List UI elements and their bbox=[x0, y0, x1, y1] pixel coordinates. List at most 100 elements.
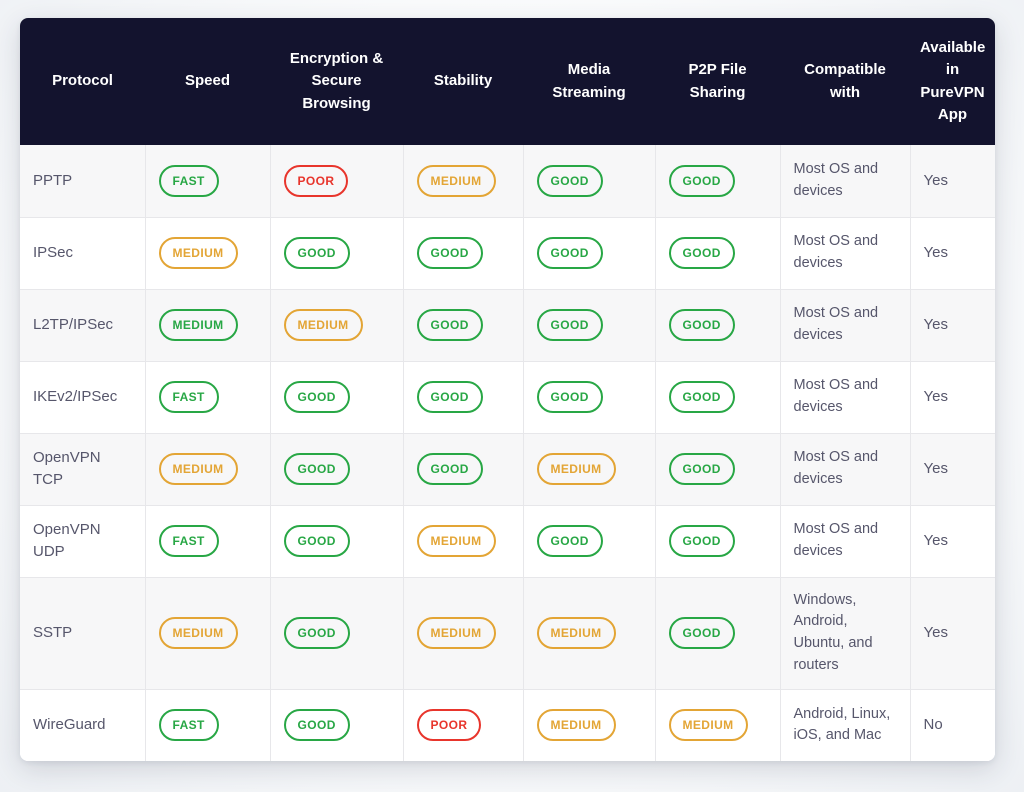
cell-media: MEDIUM bbox=[522, 688, 655, 761]
rating-badge: MEDIUM bbox=[158, 237, 238, 269]
table-row: L2TP/IPSec MEDIUM MEDIUM GOOD GOOD GOOD Most O… bbox=[20, 288, 995, 361]
cell-compatible: Android, Linux, iOS, and Mac bbox=[779, 688, 910, 761]
cell-media: MEDIUM bbox=[522, 576, 655, 689]
protocol-comparison-table: Protocol Speed Encryption & Secure Browsin… bbox=[20, 18, 995, 761]
rating-badge: MEDIUM bbox=[416, 617, 496, 649]
table-row: WireGuard FAST GOOD POOR MEDIUM MEDIUM Android… bbox=[20, 688, 995, 761]
rating-badge: GOOD bbox=[416, 237, 483, 269]
rating-badge: MEDIUM bbox=[536, 617, 616, 649]
cell-protocol: PPTP bbox=[20, 145, 145, 217]
column-header-media: Media Streaming bbox=[523, 18, 655, 145]
cell-stability: MEDIUM bbox=[402, 145, 523, 217]
cell-p2p: GOOD bbox=[654, 216, 780, 289]
rating-badge: GOOD bbox=[536, 381, 603, 413]
cell-compatible: Most OS and devices bbox=[779, 504, 910, 577]
rating-badge: MEDIUM bbox=[158, 617, 238, 649]
rating-badge: GOOD bbox=[283, 617, 350, 649]
rating-badge: GOOD bbox=[416, 453, 483, 485]
rating-badge: POOR bbox=[416, 709, 482, 742]
table-row: IPSec MEDIUM GOOD GOOD GOOD GOOD Most OS and d… bbox=[20, 216, 995, 289]
rating-badge: GOOD bbox=[536, 164, 603, 197]
cell-compatible: Most OS and devices bbox=[779, 360, 910, 433]
column-header-stability: Stability bbox=[403, 18, 523, 145]
cell-available: Yes bbox=[909, 504, 995, 577]
rating-badge: GOOD bbox=[668, 453, 735, 485]
cell-compatible: Most OS and devices bbox=[779, 216, 910, 289]
table-row: OpenVPN UDP FAST GOOD MEDIUM GOOD GOOD Most OS… bbox=[20, 504, 995, 577]
rating-badge: GOOD bbox=[283, 709, 350, 742]
rating-badge: GOOD bbox=[668, 617, 735, 649]
table-row: OpenVPN TCP MEDIUM GOOD GOOD MEDIUM GOOD Most … bbox=[20, 432, 995, 505]
rating-badge: GOOD bbox=[536, 525, 603, 557]
cell-stability: GOOD bbox=[402, 216, 523, 289]
table-row: SSTP MEDIUM GOOD MEDIUM MEDIUM GOOD Windows, A… bbox=[20, 576, 995, 689]
rating-badge: MEDIUM bbox=[536, 453, 616, 485]
cell-stability: MEDIUM bbox=[402, 504, 523, 577]
cell-encryption: GOOD bbox=[269, 360, 403, 433]
rating-badge: MEDIUM bbox=[416, 525, 496, 557]
column-header-p2p: P2P File Sharing bbox=[655, 18, 780, 145]
cell-encryption: GOOD bbox=[269, 576, 403, 689]
cell-protocol: IKEv2/IPSec bbox=[20, 360, 145, 433]
rating-badge: MEDIUM bbox=[668, 709, 748, 742]
cell-speed: MEDIUM bbox=[144, 288, 270, 361]
rating-badge: GOOD bbox=[536, 237, 603, 269]
cell-stability: GOOD bbox=[402, 360, 523, 433]
cell-available: Yes bbox=[909, 216, 995, 289]
table-row: IKEv2/IPSec FAST GOOD GOOD GOOD GOOD Most OS a… bbox=[20, 360, 995, 433]
cell-speed: MEDIUM bbox=[144, 576, 270, 689]
column-header-speed: Speed bbox=[145, 18, 270, 145]
cell-compatible: Most OS and devices bbox=[779, 145, 910, 217]
cell-speed: FAST bbox=[144, 504, 270, 577]
table-header: Protocol Speed Encryption & Secure Browsin… bbox=[20, 18, 995, 145]
cell-media: GOOD bbox=[522, 145, 655, 217]
cell-available: Yes bbox=[909, 432, 995, 505]
rating-badge: MEDIUM bbox=[416, 164, 496, 197]
cell-encryption: POOR bbox=[269, 145, 403, 217]
rating-badge: GOOD bbox=[283, 453, 350, 485]
cell-p2p: GOOD bbox=[654, 576, 780, 689]
cell-available: Yes bbox=[909, 360, 995, 433]
rating-badge: GOOD bbox=[416, 381, 483, 413]
comparison-table: Protocol Speed Encryption & Secure Browsin… bbox=[20, 18, 995, 761]
cell-protocol: OpenVPN TCP bbox=[20, 432, 145, 505]
rating-badge: MEDIUM bbox=[158, 453, 238, 485]
rating-badge: MEDIUM bbox=[536, 709, 616, 742]
cell-available: Yes bbox=[909, 145, 995, 217]
cell-compatible: Windows, Android, Ubuntu, and routers bbox=[779, 576, 910, 689]
cell-speed: MEDIUM bbox=[144, 216, 270, 289]
cell-speed: FAST bbox=[144, 360, 270, 433]
rating-badge: GOOD bbox=[283, 525, 350, 557]
rating-badge: MEDIUM bbox=[158, 309, 238, 341]
cell-stability: GOOD bbox=[402, 432, 523, 505]
rating-badge: GOOD bbox=[283, 381, 350, 413]
cell-p2p: GOOD bbox=[654, 360, 780, 433]
cell-media: GOOD bbox=[522, 288, 655, 361]
cell-stability: POOR bbox=[402, 688, 523, 761]
cell-encryption: GOOD bbox=[269, 432, 403, 505]
rating-badge: GOOD bbox=[283, 237, 350, 269]
rating-badge: FAST bbox=[158, 164, 219, 197]
cell-speed: MEDIUM bbox=[144, 432, 270, 505]
cell-media: GOOD bbox=[522, 504, 655, 577]
column-header-available: Available in PureVPN App bbox=[910, 18, 995, 145]
cell-encryption: GOOD bbox=[269, 688, 403, 761]
rating-badge: MEDIUM bbox=[283, 309, 363, 341]
column-header-compatible: Compatible with bbox=[780, 18, 910, 145]
rating-badge: GOOD bbox=[668, 525, 735, 557]
cell-stability: MEDIUM bbox=[402, 576, 523, 689]
cell-p2p: GOOD bbox=[654, 432, 780, 505]
cell-encryption: MEDIUM bbox=[269, 288, 403, 361]
cell-protocol: L2TP/IPSec bbox=[20, 288, 145, 361]
cell-stability: GOOD bbox=[402, 288, 523, 361]
rating-badge: GOOD bbox=[668, 237, 735, 269]
cell-available: No bbox=[909, 688, 995, 761]
rating-badge: GOOD bbox=[416, 309, 483, 341]
column-header-encryption: Encryption & Secure Browsing bbox=[270, 18, 403, 145]
cell-protocol: IPSec bbox=[20, 216, 145, 289]
cell-protocol: SSTP bbox=[20, 576, 145, 689]
cell-available: Yes bbox=[909, 576, 995, 689]
cell-p2p: GOOD bbox=[654, 145, 780, 217]
rating-badge: POOR bbox=[283, 164, 349, 197]
rating-badge: FAST bbox=[158, 381, 219, 413]
